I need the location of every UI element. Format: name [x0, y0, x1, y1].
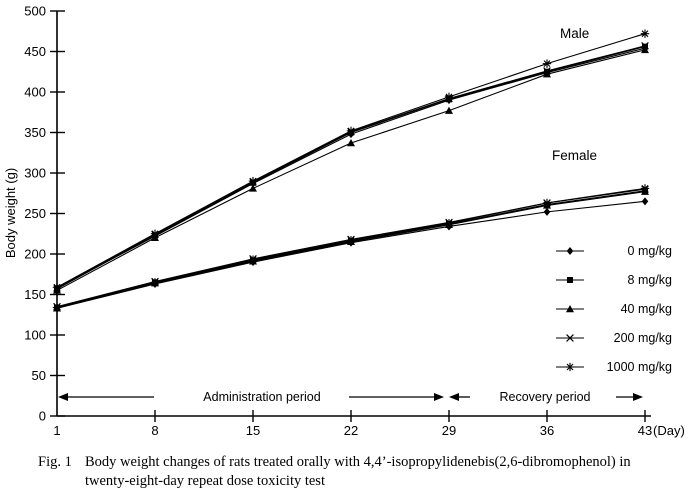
asterisk-marker-icon — [52, 283, 62, 292]
asterisk-marker-icon — [444, 219, 454, 228]
administration-period-annotation: Administration period — [58, 390, 444, 404]
triangle-marker-icon — [347, 139, 355, 147]
diamond-marker-icon — [543, 207, 551, 216]
series-male-1000mgkg — [52, 29, 650, 292]
x-marker-icon — [566, 333, 574, 342]
x-marker-icon — [543, 67, 551, 75]
x-tick-label: 43 — [638, 423, 652, 438]
legend-label: 1000 mg/kg — [606, 359, 672, 374]
y-tick-label: 200 — [24, 247, 46, 262]
asterisk-marker-icon — [346, 126, 356, 136]
asterisk-marker-icon — [640, 184, 650, 193]
y-tick-label: 150 — [24, 287, 46, 302]
asterisk-marker-icon — [542, 59, 552, 68]
y-ticks: 0 50 100 150 200 250 300 350 400 450 500 — [24, 4, 65, 424]
triangle-marker-icon — [249, 184, 257, 192]
y-tick-label: 100 — [24, 328, 46, 343]
legend-marker — [556, 304, 584, 312]
triangle-marker-icon — [543, 70, 551, 78]
triangle-marker-icon — [445, 106, 453, 114]
period-annotations: Administration period Recovery period — [58, 390, 643, 404]
male-group-label: Male — [560, 26, 589, 41]
legend-item: 8 mg/kg — [556, 265, 672, 294]
recovery-period-annotation: Recovery period — [449, 390, 643, 404]
x-tick-label: 8 — [151, 423, 158, 438]
x-tick-label: 1 — [53, 423, 60, 438]
y-tick-label: 350 — [24, 125, 46, 140]
legend-label: 40 mg/kg — [620, 301, 672, 316]
y-tick-label: 250 — [24, 206, 46, 221]
recovery-period-label: Recovery period — [499, 390, 590, 404]
y-tick-label: 500 — [24, 4, 46, 19]
legend-label: 0 mg/kg — [627, 243, 672, 258]
figure-number: Fig. 1 — [38, 454, 72, 470]
figure-caption-text: Body weight changes of rats treated oral… — [85, 453, 631, 492]
triangle-marker-icon — [566, 304, 574, 312]
legend-item: 200 mg/kg — [556, 323, 672, 352]
x-ticks: 1 8 15 22 29 36 43 — [53, 410, 652, 438]
diamond-marker-icon — [641, 197, 649, 206]
body-weight-line-chart: 0 50 100 150 200 250 300 350 400 450 500 1 8 15 22 29 36… — [3, 4, 685, 439]
asterisk-marker-icon — [248, 176, 258, 186]
x-tick-label: 29 — [442, 423, 456, 438]
x-tick-label: 22 — [344, 423, 358, 438]
legend-item: 1000 mg/kg — [556, 352, 672, 381]
diamond-marker-icon — [566, 246, 574, 255]
x-axis-unit-label: (Day) — [653, 423, 685, 438]
legend-marker — [556, 276, 584, 283]
series-female-1000mgkg — [52, 184, 650, 312]
figure-caption-line2: twenty-eight-day repeat dose toxicity te… — [85, 473, 325, 490]
triangle-marker-icon — [641, 45, 649, 54]
female-group-label: Female — [552, 148, 597, 163]
legend-item: 40 mg/kg — [556, 294, 672, 323]
arrowhead-right-icon — [434, 393, 444, 401]
legend-marker — [556, 246, 584, 255]
asterisk-marker-icon — [542, 198, 552, 208]
asterisk-marker-icon — [52, 303, 62, 312]
legend-marker — [556, 333, 584, 342]
square-marker-icon — [567, 276, 573, 283]
figure-caption-line1: Body weight changes of rats treated oral… — [85, 454, 631, 470]
legend: 0 mg/kg 8 mg/kg 40 mg/kg 200 mg/kg 1000 mg/k… — [556, 236, 672, 381]
asterisk-marker-icon — [444, 92, 454, 102]
y-tick-label: 0 — [39, 409, 46, 424]
asterisk-marker-icon — [640, 29, 650, 38]
y-tick-label: 450 — [24, 44, 46, 59]
arrowhead-right-icon — [633, 393, 643, 401]
legend-item: 0 mg/kg — [556, 236, 672, 265]
x-tick-label: 15 — [246, 423, 260, 438]
administration-period-label: Administration period — [203, 390, 320, 404]
x-tick-label: 36 — [540, 423, 554, 438]
asterisk-marker-icon — [248, 255, 258, 264]
y-axis-title: Body weight (g) — [3, 168, 18, 258]
asterisk-marker-icon — [150, 278, 160, 287]
legend-marker — [556, 362, 584, 371]
figure-caption: Fig. 1 Body weight changes of rats treat… — [38, 453, 668, 492]
y-tick-label: 400 — [24, 85, 46, 100]
x-marker-icon — [641, 42, 649, 50]
y-tick-label: 300 — [24, 166, 46, 181]
asterisk-marker-icon — [346, 236, 356, 245]
asterisk-marker-icon — [565, 362, 575, 371]
y-tick-label: 50 — [32, 368, 46, 383]
legend-label: 8 mg/kg — [627, 272, 672, 287]
legend-label: 200 mg/kg — [613, 330, 672, 345]
asterisk-marker-icon — [150, 229, 160, 238]
